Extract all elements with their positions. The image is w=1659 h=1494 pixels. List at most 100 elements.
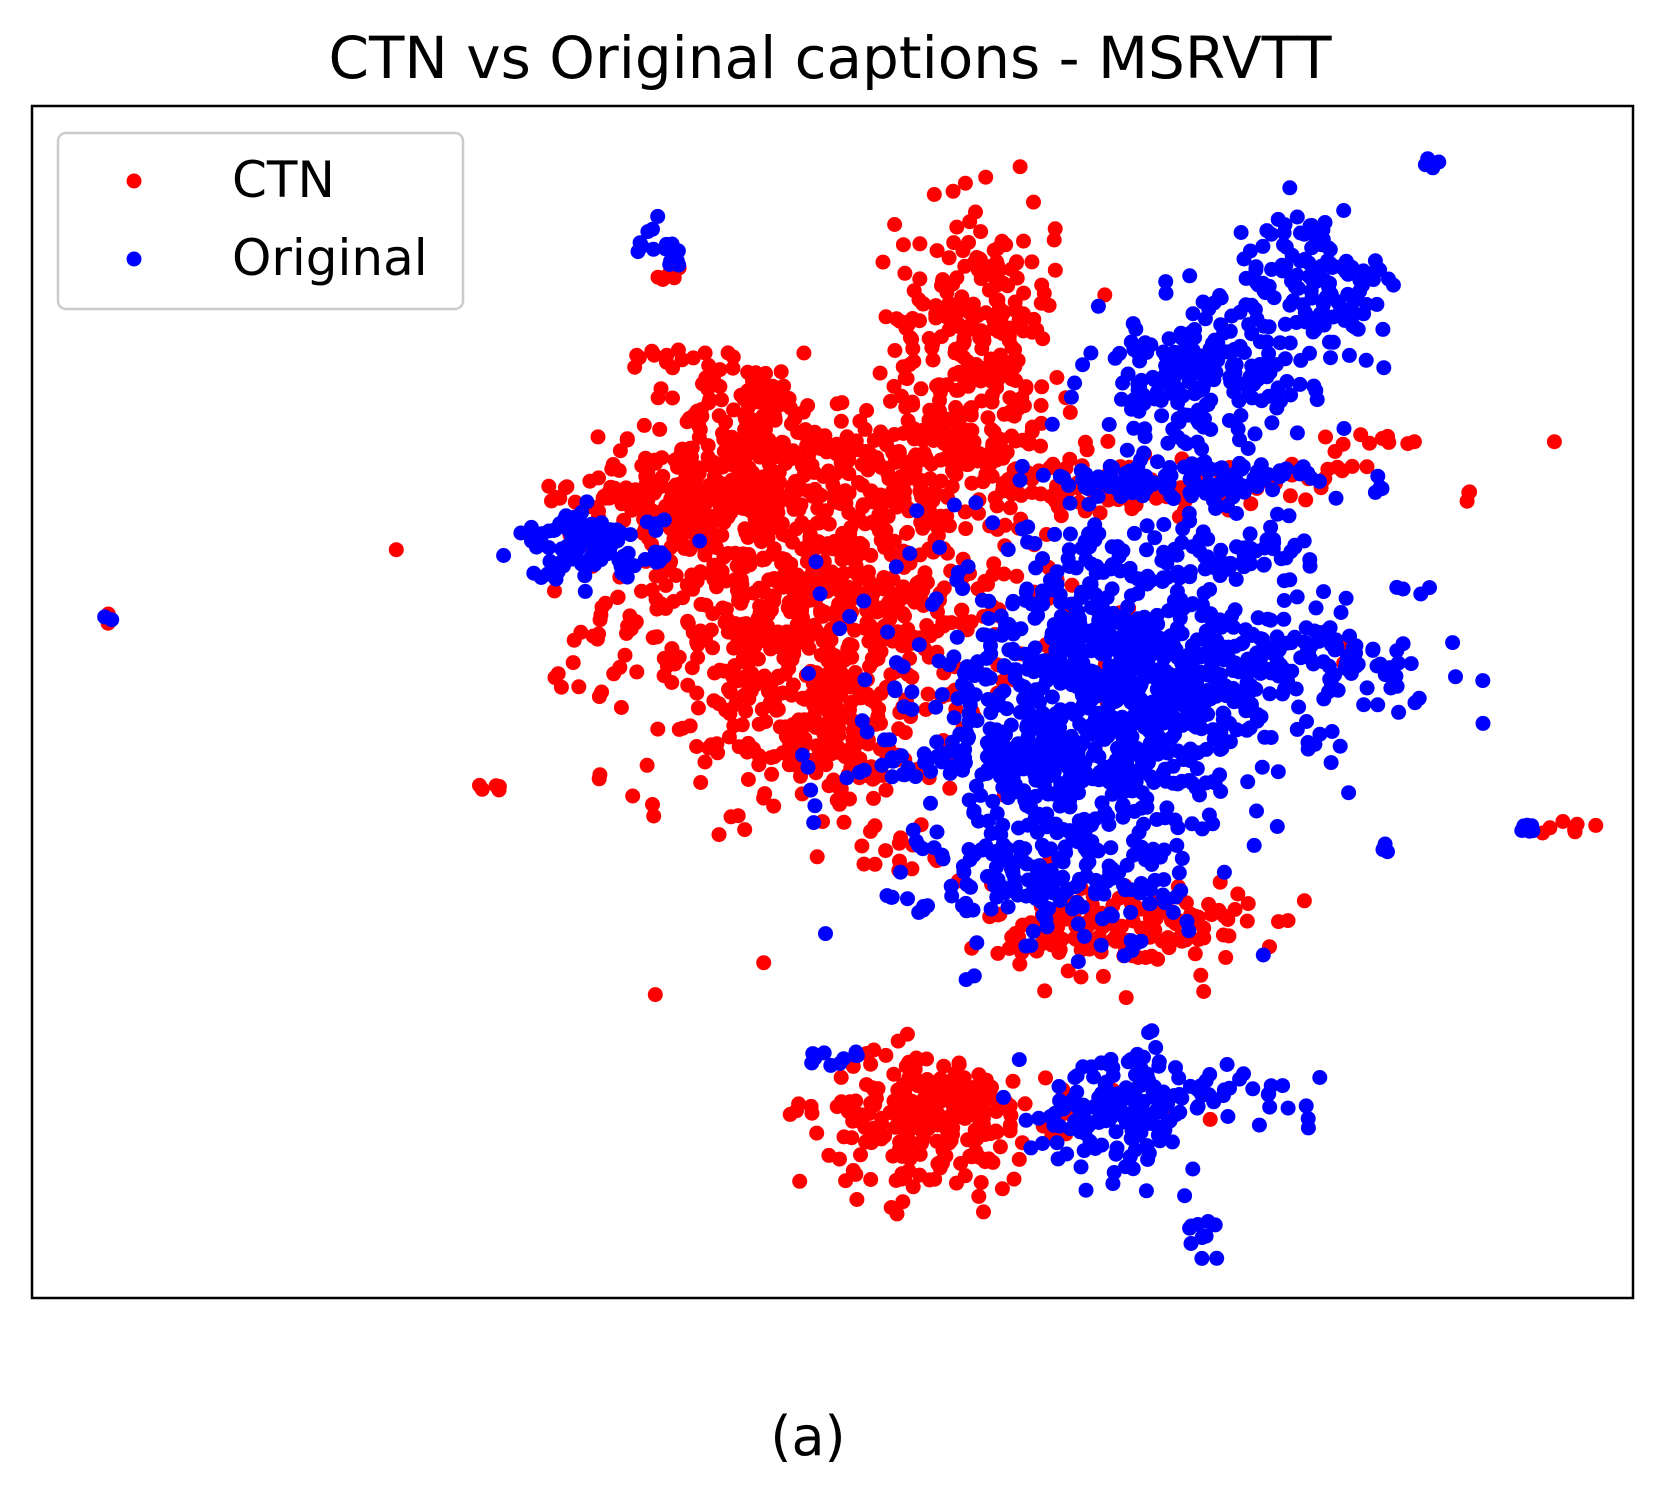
data-point	[818, 738, 834, 753]
data-point	[1049, 1135, 1065, 1151]
data-point	[1246, 837, 1262, 853]
data-point	[1183, 344, 1199, 360]
data-point	[946, 649, 962, 665]
data-point	[1070, 916, 1086, 932]
data-point	[1101, 417, 1117, 432]
data-point	[1060, 963, 1076, 979]
data-point	[1161, 603, 1176, 619]
data-point	[939, 508, 955, 524]
data-point	[1125, 316, 1141, 332]
data-point	[692, 533, 708, 549]
data-point	[1174, 626, 1190, 642]
data-point	[1312, 726, 1328, 742]
data-point	[765, 378, 781, 394]
data-point	[938, 414, 954, 430]
data-point	[1288, 315, 1304, 330]
data-point	[973, 787, 989, 803]
data-point	[731, 739, 747, 755]
data-point	[841, 637, 857, 652]
data-point	[877, 732, 892, 748]
data-point	[1588, 817, 1604, 833]
data-point	[667, 653, 683, 669]
data-point	[748, 674, 764, 690]
data-point	[994, 233, 1010, 249]
data-point	[1167, 812, 1183, 828]
data-point	[676, 520, 691, 535]
data-point	[1105, 1060, 1121, 1076]
data-point	[1289, 209, 1305, 225]
data-point	[1212, 767, 1228, 783]
data-point	[737, 559, 753, 575]
data-point	[995, 326, 1011, 342]
data-point	[1000, 899, 1016, 915]
data-point	[1275, 263, 1291, 279]
data-point	[925, 352, 941, 368]
data-point	[1263, 356, 1279, 372]
data-point	[948, 400, 964, 415]
data-point	[957, 504, 973, 520]
data-point	[968, 495, 984, 511]
data-point	[818, 926, 833, 942]
series-original-points	[97, 151, 1541, 1266]
data-point	[711, 696, 727, 712]
data-point	[663, 494, 678, 510]
data-point	[1165, 637, 1181, 653]
data-point	[991, 697, 1007, 713]
data-point	[693, 596, 709, 612]
data-point	[921, 420, 937, 436]
data-point	[887, 343, 903, 358]
data-point	[1016, 233, 1031, 249]
data-point	[613, 558, 629, 574]
data-point	[1261, 319, 1277, 335]
data-point	[840, 579, 856, 595]
data-point	[986, 556, 1002, 572]
data-point	[610, 590, 626, 606]
data-point	[937, 1090, 953, 1106]
data-point	[798, 464, 814, 480]
data-point	[1102, 658, 1118, 674]
data-point	[1106, 1165, 1122, 1180]
data-point	[1201, 301, 1217, 317]
data-point	[573, 554, 589, 570]
data-point	[1236, 484, 1252, 500]
data-point	[1380, 844, 1395, 860]
data-point	[590, 429, 606, 445]
data-point	[1348, 658, 1364, 674]
data-point	[942, 765, 958, 781]
data-point	[951, 412, 967, 428]
data-point	[723, 809, 739, 825]
data-point	[1277, 681, 1293, 697]
data-point	[1171, 865, 1187, 881]
data-point	[854, 457, 870, 473]
data-point	[1232, 1071, 1248, 1087]
data-point	[788, 587, 804, 603]
data-point	[849, 1048, 865, 1064]
data-point	[1097, 287, 1113, 303]
data-point	[763, 641, 779, 657]
data-point	[863, 823, 878, 839]
data-point	[1040, 653, 1056, 669]
data-point	[1321, 279, 1336, 295]
data-point	[1123, 663, 1139, 679]
data-point	[1130, 459, 1146, 475]
data-point	[796, 345, 812, 361]
data-point	[1034, 379, 1050, 395]
data-point	[974, 767, 990, 783]
data-points-layer	[97, 151, 1604, 1266]
data-point	[1367, 253, 1383, 269]
data-point	[813, 647, 829, 663]
data-point	[1115, 1108, 1131, 1124]
data-point	[969, 935, 985, 951]
data-point	[1200, 464, 1216, 480]
data-point	[1304, 240, 1320, 256]
data-point	[1101, 774, 1117, 790]
data-point	[949, 219, 965, 235]
data-point	[711, 408, 727, 424]
data-point	[650, 208, 666, 224]
data-point	[1037, 983, 1053, 999]
data-point	[1270, 211, 1286, 227]
data-point	[1173, 592, 1189, 607]
data-point	[1198, 1228, 1214, 1244]
data-point	[936, 580, 952, 596]
data-point	[955, 349, 971, 365]
